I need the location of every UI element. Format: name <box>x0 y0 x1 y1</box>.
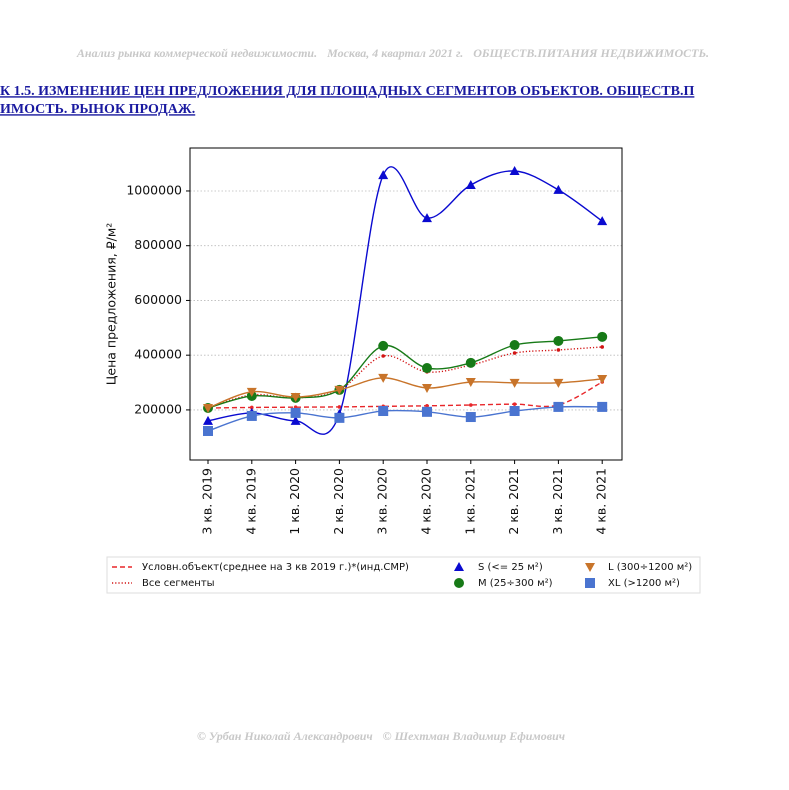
data-point <box>509 378 520 388</box>
footer-part: © Урбан Николай Александрович <box>197 729 373 743</box>
data-point <box>203 425 213 436</box>
data-point <box>422 213 432 223</box>
series-line <box>207 336 603 409</box>
x-tick-label: 1 кв. 2021 <box>462 468 477 535</box>
header-part: Москва, 4 квартал 2021 г. <box>326 46 463 60</box>
header-part: ОБЩЕСТВ.ПИТАНИЯ НЕДВИЖИМОСТЬ. <box>473 46 709 60</box>
y-tick-label: 800000 <box>134 237 182 252</box>
y-tick-label: 600000 <box>134 292 182 307</box>
legend-label: M (25÷300 м²) <box>478 578 553 589</box>
data-point <box>465 378 476 387</box>
figure-caption: ИМОСТЬ. РЫНОК ПРОДАЖ. <box>0 102 195 117</box>
data-point <box>422 384 432 394</box>
data-point <box>378 340 389 351</box>
data-point <box>597 374 608 384</box>
figure-caption: К 1.5. ИЗМЕНЕНИЕ ЦЕН ПРЕДЛОЖЕНИЯ ДЛЯ ПЛО… <box>0 84 694 99</box>
series-line <box>207 346 603 409</box>
legend-box <box>106 556 701 594</box>
data-point <box>553 378 564 388</box>
legend-symbol <box>454 578 464 588</box>
data-point <box>378 170 389 180</box>
data-point <box>512 402 517 406</box>
data-point <box>509 165 520 175</box>
y-tick-label: 1000000 <box>126 182 182 197</box>
data-point <box>553 184 564 194</box>
footer-part: © Шехтман Владимир Ефимович <box>383 729 565 743</box>
legend-symbol <box>585 578 595 588</box>
data-point <box>334 412 345 423</box>
data-point <box>250 405 254 410</box>
x-tick-label: 4 кв. 2019 <box>243 468 258 535</box>
x-tick-label: 4 кв. 2020 <box>419 468 434 535</box>
legend-symbol <box>454 562 464 571</box>
series-line <box>207 377 603 409</box>
data-point <box>465 357 476 368</box>
header-part: Анализ рынка коммерческой недвижимости. <box>76 46 317 60</box>
chart: 200000 400000 600000 800000 1000000 3 кв. 201… <box>112 147 692 589</box>
data-point <box>597 331 608 342</box>
x-tick-label: 2 кв. 2021 <box>506 468 521 535</box>
data-point <box>553 401 564 412</box>
series-line <box>207 381 603 409</box>
data-point <box>422 363 432 374</box>
y-axis-label: Цена предложения, ₽/м² <box>104 223 119 386</box>
data-point <box>381 354 386 358</box>
data-point <box>469 403 473 407</box>
legend-label: S (<= 25 м²) <box>478 562 543 573</box>
series-line <box>207 405 603 432</box>
legend-label: Все сегменты <box>142 578 215 589</box>
data-point <box>337 405 342 409</box>
x-tick-label: 1 кв. 2020 <box>287 468 302 535</box>
data-point <box>425 404 429 408</box>
data-point <box>290 393 301 403</box>
x-tick-label: 3 кв. 2021 <box>550 468 565 535</box>
x-tick-label: 3 кв. 2019 <box>200 468 215 535</box>
data-point <box>246 410 257 421</box>
data-point <box>334 385 345 395</box>
data-point <box>597 401 608 412</box>
data-point <box>556 348 561 352</box>
x-tick-label: 2 кв. 2020 <box>331 468 346 535</box>
plot-frame <box>189 147 623 461</box>
data-point <box>290 415 301 425</box>
data-point <box>246 387 257 397</box>
x-tick-label: 4 кв. 2021 <box>594 468 609 535</box>
y-tick-label: 200000 <box>134 401 182 416</box>
data-point <box>509 406 520 417</box>
data-point <box>378 373 389 383</box>
series-line <box>207 166 603 435</box>
data-point <box>512 351 517 355</box>
data-point <box>509 340 520 351</box>
data-point <box>600 345 604 349</box>
data-point <box>422 406 432 417</box>
data-point <box>553 335 564 346</box>
legend-label: XL (>1200 м²) <box>608 578 680 589</box>
x-tick-label: 3 кв. 2020 <box>375 468 390 535</box>
legend-label: L (300÷1200 м²) <box>608 562 692 573</box>
data-point <box>203 404 213 413</box>
page-header: Анализ рынка коммерческой недвижимости. М… <box>76 46 709 60</box>
legend-label: Условн.объект(среднее на 3 кв 2019 г.)*(… <box>142 562 409 573</box>
page-footer: © Урбан Николай Александрович © Шехтман В… <box>197 729 565 743</box>
data-point <box>465 179 476 189</box>
data-point <box>378 406 389 417</box>
legend-symbol <box>585 563 595 572</box>
data-point <box>290 407 301 418</box>
data-point <box>465 412 476 423</box>
data-point <box>597 216 608 226</box>
data-point <box>203 415 213 425</box>
y-tick-label: 400000 <box>134 347 182 362</box>
